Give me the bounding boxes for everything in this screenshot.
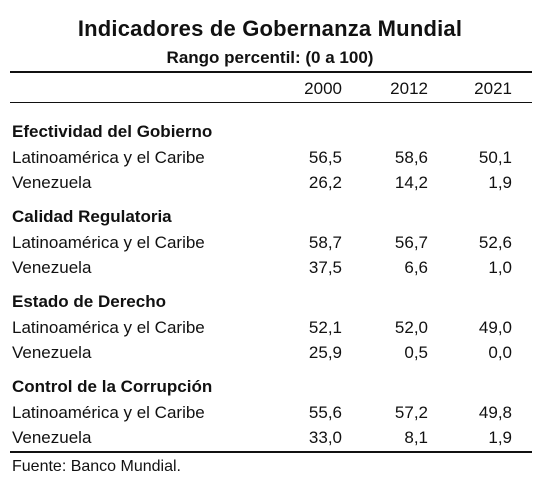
header-rule xyxy=(10,102,532,103)
row-value: 56,5 xyxy=(308,148,342,167)
source-note: Fuente: Banco Mundial. xyxy=(12,458,181,475)
row-value: 58,7 xyxy=(308,233,342,252)
section-title-control: Control de la Corrupción xyxy=(12,377,213,396)
row-value: 14,2 xyxy=(394,173,428,192)
year-header-2012: 2012 xyxy=(390,79,428,98)
row-label: Venezuela xyxy=(12,258,92,277)
section-title-estado: Estado de Derecho xyxy=(12,292,166,311)
table-title: Indicadores de Gobernanza Mundial xyxy=(77,16,463,41)
row-value: 57,2 xyxy=(394,403,428,422)
row-value: 49,0 xyxy=(478,318,512,337)
row-label: Latinoamérica y el Caribe xyxy=(12,403,205,422)
row-label: Venezuela xyxy=(12,428,92,447)
row-value: 0,5 xyxy=(404,343,428,362)
row-value: 52,6 xyxy=(478,233,512,252)
row-value: 52,0 xyxy=(394,318,428,337)
year-header-2021: 2021 xyxy=(474,79,512,98)
row-value: 26,2 xyxy=(308,173,342,192)
top-rule xyxy=(10,71,532,73)
row-value: 52,1 xyxy=(308,318,342,337)
row-value: 25,9 xyxy=(308,343,342,362)
row-label: Venezuela xyxy=(12,173,92,192)
row-label: Latinoamérica y el Caribe xyxy=(12,233,205,252)
row-value: 1,0 xyxy=(488,258,512,277)
row-value: 33,0 xyxy=(308,428,342,447)
section-title-efectividad: Efectividad del Gobierno xyxy=(12,122,213,141)
row-value: 58,6 xyxy=(394,148,428,167)
row-value: 55,6 xyxy=(308,403,342,422)
row-value: 8,1 xyxy=(404,428,428,447)
row-label: Latinoamérica y el Caribe xyxy=(12,148,205,167)
section-title-calidad: Calidad Regulatoria xyxy=(12,207,172,226)
row-value: 49,8 xyxy=(478,403,512,422)
row-value: 0,0 xyxy=(488,343,512,362)
row-value: 56,7 xyxy=(394,233,428,252)
row-value: 1,9 xyxy=(488,428,512,447)
row-value: 1,9 xyxy=(488,173,512,192)
row-label: Latinoamérica y el Caribe xyxy=(12,318,205,337)
row-label: Venezuela xyxy=(12,343,92,362)
year-header-2000: 2000 xyxy=(304,79,342,98)
row-value: 50,1 xyxy=(478,148,512,167)
bottom-rule xyxy=(10,451,532,453)
row-value: 6,6 xyxy=(404,258,428,277)
table-subtitle: Rango percentil: (0 a 100) xyxy=(166,48,374,67)
row-value: 37,5 xyxy=(308,258,342,277)
